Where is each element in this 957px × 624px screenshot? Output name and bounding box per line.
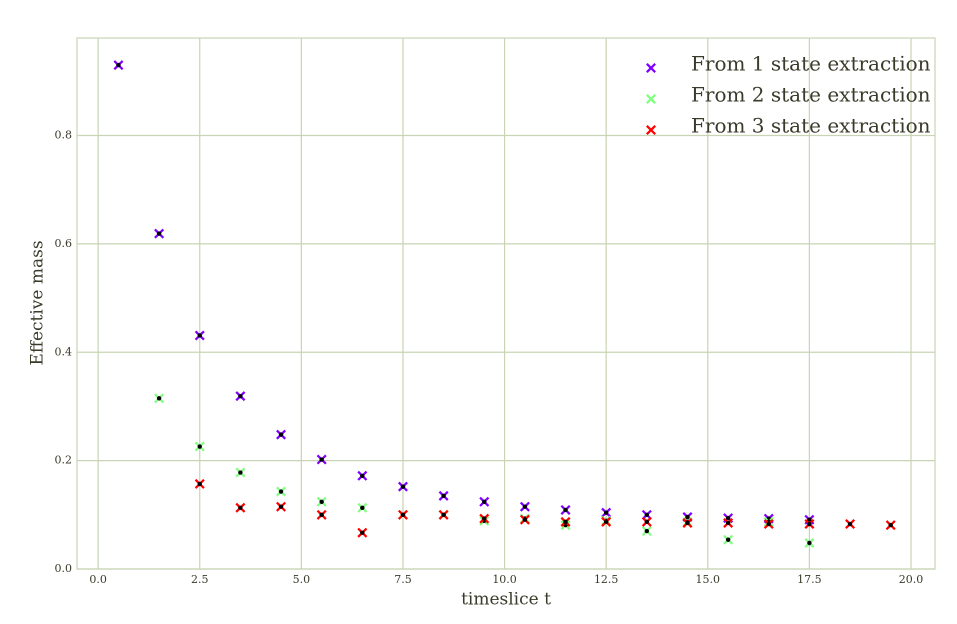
- legend-label: From 1 state extraction: [691, 52, 931, 76]
- x-tick-label: 20.0: [899, 573, 924, 586]
- point-center: [360, 530, 365, 535]
- x-axis-label: timeslice t: [461, 590, 551, 610]
- point-center: [238, 470, 243, 475]
- point-center: [522, 504, 528, 509]
- point-center: [685, 514, 690, 520]
- point-center: [238, 393, 243, 399]
- y-tick-label: 0.4: [55, 345, 73, 358]
- y-tick-label: 0.2: [55, 454, 73, 467]
- point-center: [644, 528, 650, 534]
- legend-label: From 2 state extraction: [691, 83, 931, 107]
- x-tick-label: 15.0: [696, 573, 721, 586]
- legend-label: From 3 state extraction: [691, 114, 931, 138]
- y-tick-label: 0.6: [55, 237, 73, 250]
- point-center: [156, 231, 162, 236]
- point-center: [197, 444, 202, 449]
- point-center: [278, 504, 284, 509]
- point-center: [441, 493, 446, 499]
- point-center: [441, 512, 446, 518]
- point-center: [482, 516, 487, 521]
- plot-area: [76, 37, 936, 570]
- point-center: [807, 521, 812, 527]
- legend-marker: [646, 63, 656, 73]
- x-tick-label: 17.5: [797, 573, 822, 586]
- y-tick-label: 0.8: [55, 129, 73, 142]
- point-center: [522, 517, 528, 522]
- point-center: [603, 510, 609, 515]
- point-center: [725, 515, 731, 521]
- point-center: [197, 333, 202, 338]
- x-tick-label: 7.5: [394, 573, 412, 586]
- point-center: [685, 520, 690, 526]
- point-center: [156, 396, 162, 401]
- point-center: [603, 519, 609, 525]
- series: [194, 478, 896, 538]
- point-center: [725, 520, 731, 526]
- x-tick-label: 10.0: [492, 573, 517, 586]
- y-tick-label: 0.0: [55, 562, 73, 575]
- point-center: [319, 457, 324, 462]
- legend-marker: [646, 125, 656, 135]
- point-center: [766, 521, 771, 527]
- y-axis-label: Effective mass: [28, 240, 48, 365]
- x-tick-label: 2.5: [191, 573, 209, 586]
- x-tick-label: 0.0: [89, 573, 107, 586]
- point-center: [644, 519, 650, 525]
- point-center: [360, 473, 365, 479]
- point-center: [807, 517, 812, 522]
- point-center: [482, 499, 487, 505]
- point-center: [644, 512, 650, 518]
- point-center: [360, 505, 365, 510]
- point-center: [563, 507, 568, 513]
- point-center: [197, 481, 202, 487]
- point-center: [400, 512, 406, 518]
- point-center: [278, 489, 284, 494]
- point-center: [319, 512, 324, 518]
- point-center: [238, 505, 243, 510]
- x-tick-label: 12.5: [594, 573, 619, 586]
- point-center: [278, 432, 284, 437]
- point-center: [563, 519, 568, 525]
- point-center: [116, 62, 121, 68]
- point-center: [847, 521, 853, 527]
- point-center: [807, 540, 812, 546]
- point-center: [319, 499, 324, 505]
- point-center: [400, 484, 406, 489]
- point-center: [725, 537, 731, 542]
- legend-marker: [646, 94, 656, 104]
- point-center: [888, 522, 893, 528]
- x-tick-label: 5.0: [293, 573, 311, 586]
